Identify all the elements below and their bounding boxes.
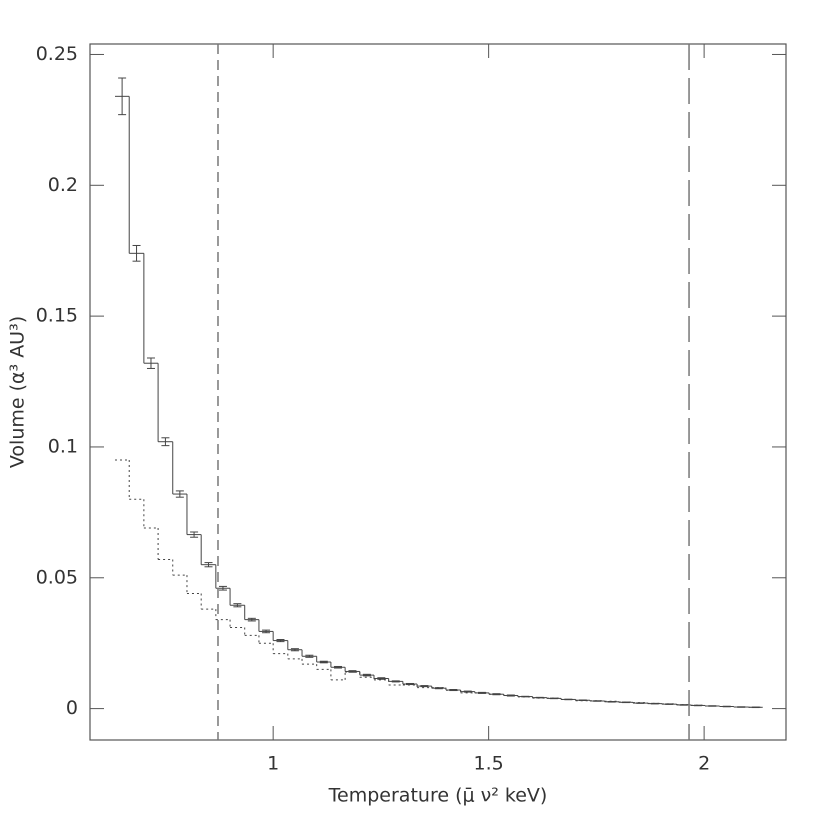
y-tick-label: 0: [66, 697, 78, 719]
y-tick-label: 0.05: [36, 566, 78, 588]
y-axis-label: Volume (α³ AU³): [7, 316, 29, 468]
y-tick-label: 0.1: [48, 435, 78, 457]
x-tick-label: 1.5: [474, 753, 504, 775]
y-tick-label: 0.25: [36, 43, 78, 65]
y-tick-label: 0.15: [36, 305, 78, 327]
x-tick-label: 2: [698, 753, 710, 775]
x-tick-label: 1: [267, 753, 279, 775]
y-tick-label: 0.2: [48, 174, 78, 196]
x-axis-label: Temperature (μ̄ ν² keV): [328, 785, 548, 807]
plot-frame: [89, 43, 787, 741]
